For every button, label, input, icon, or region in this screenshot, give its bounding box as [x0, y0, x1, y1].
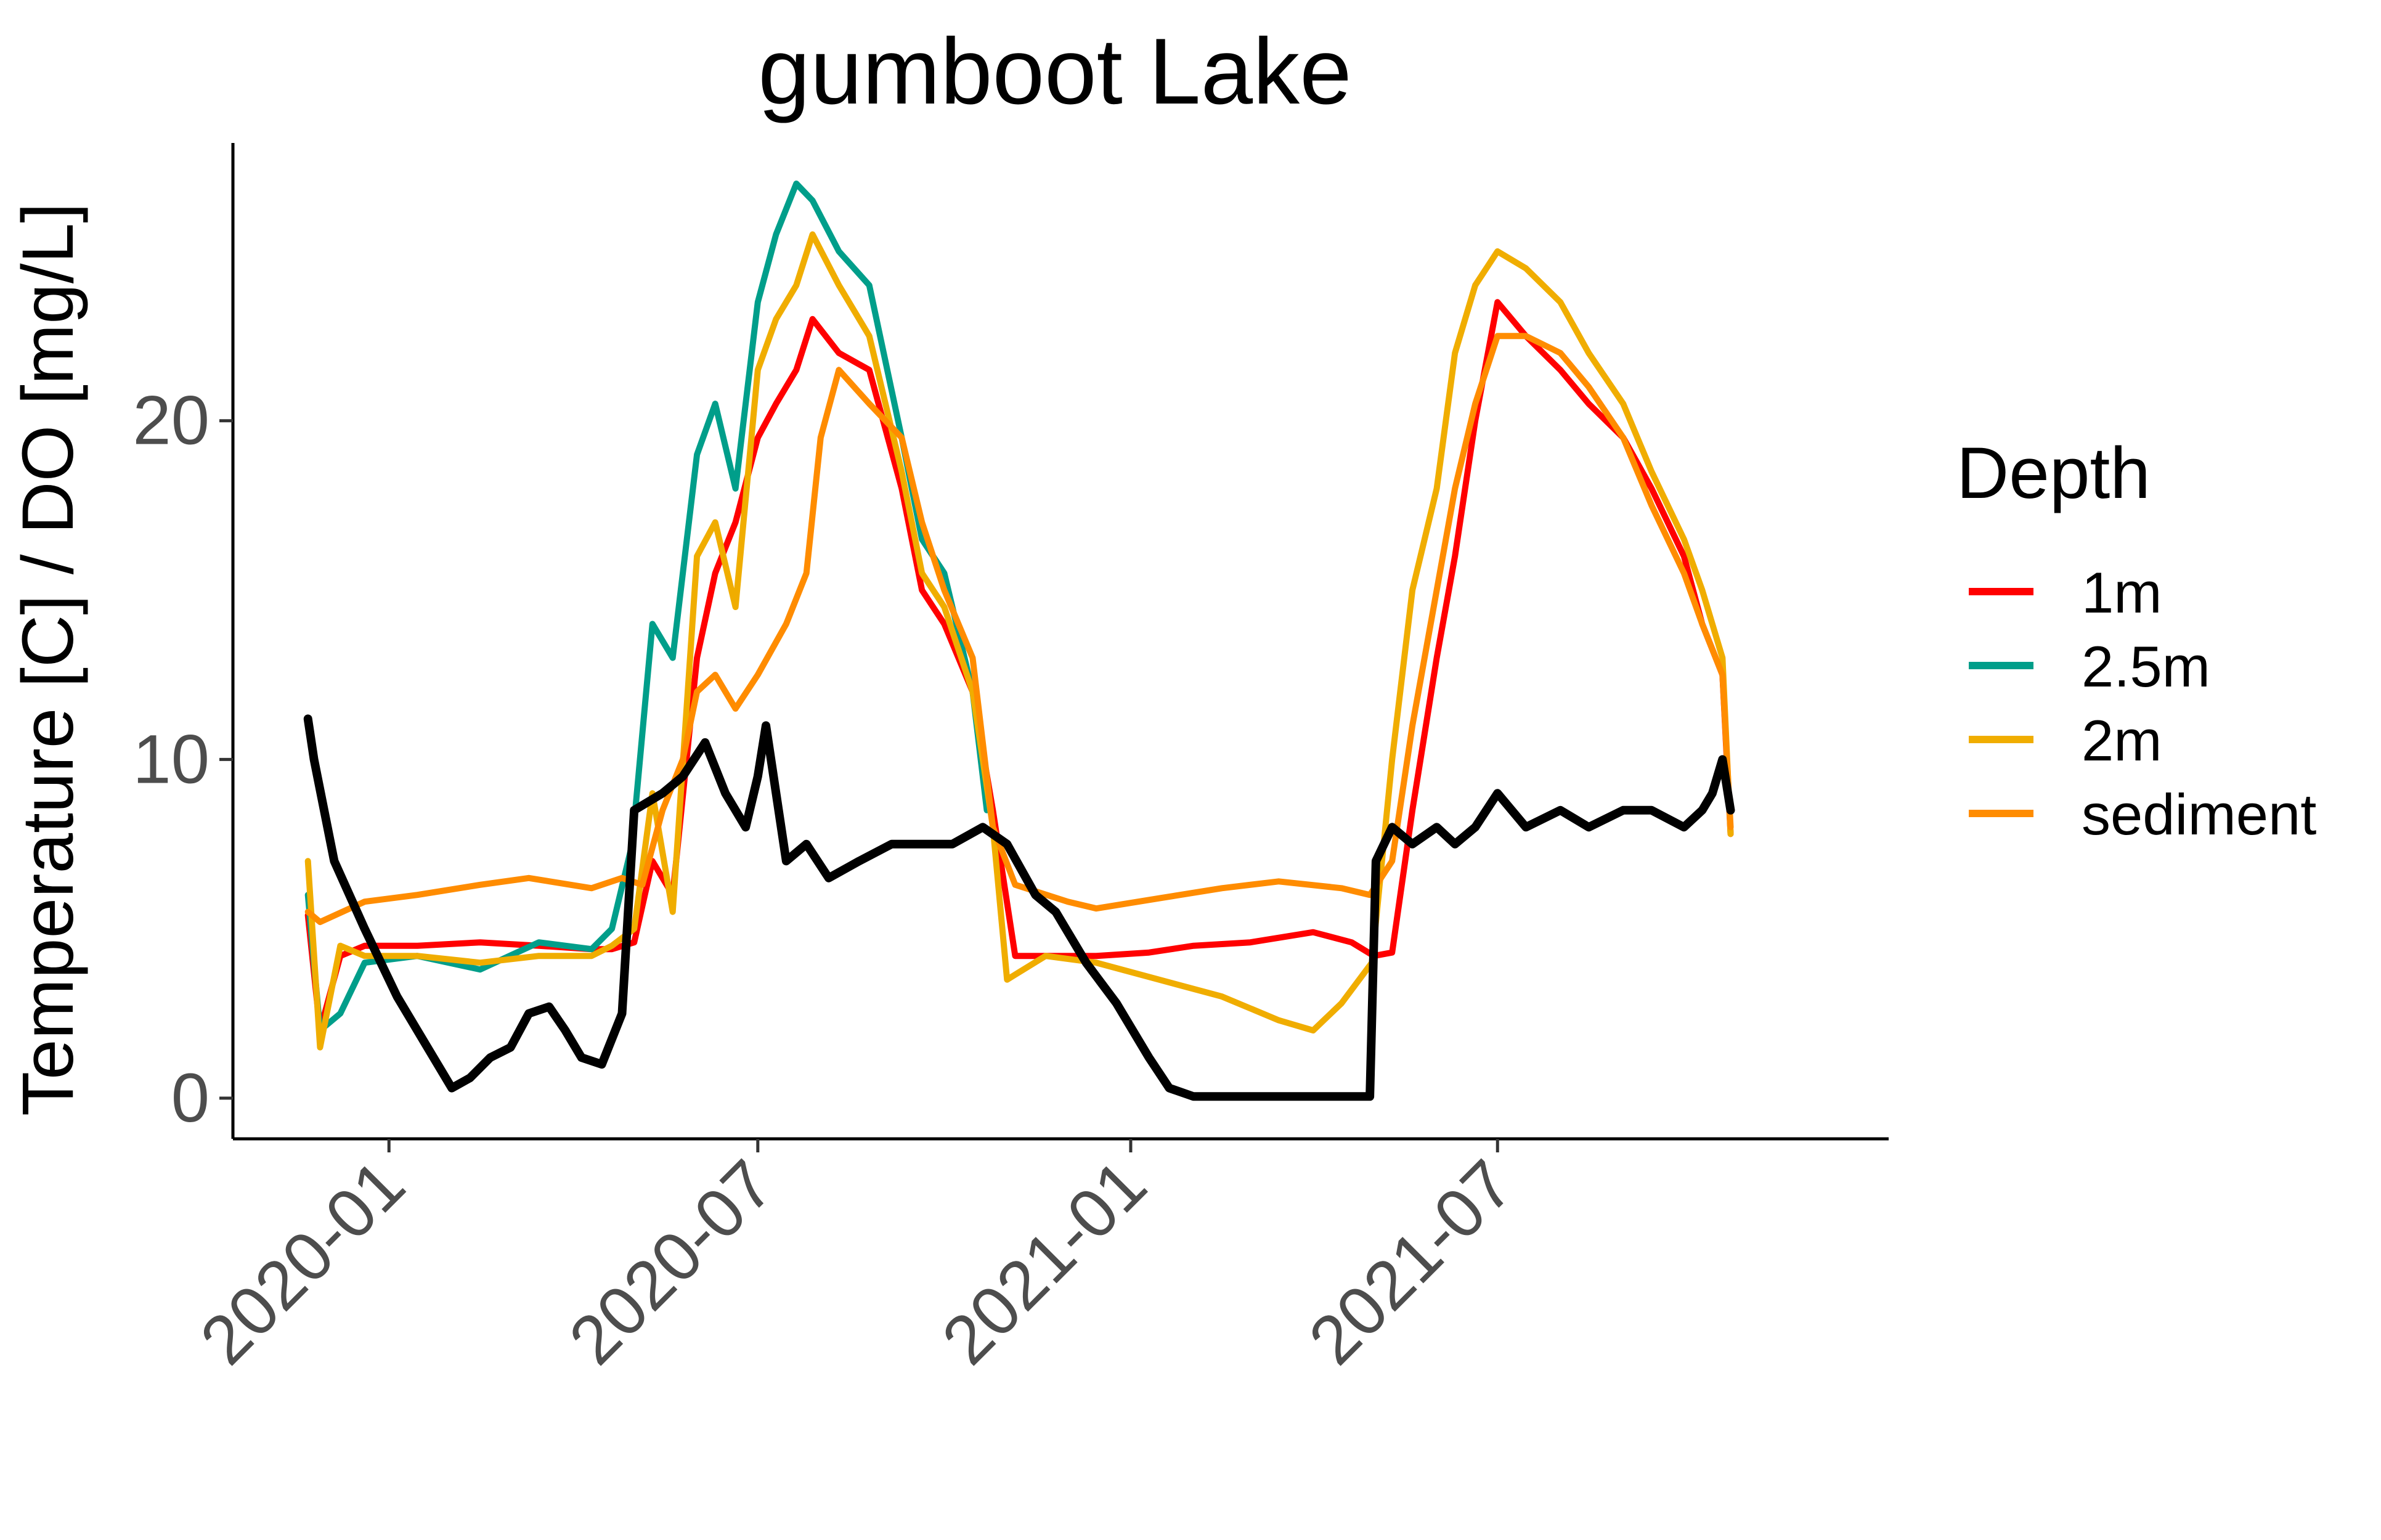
- legend-title: Depth: [1956, 433, 2151, 514]
- legend-label-2m: 2m: [2082, 708, 2162, 773]
- axes: 0 10 20 2020-01 2020-07 2021-01 2021-07: [132, 143, 1889, 1379]
- x-tick-label: 2021-07: [1294, 1146, 1528, 1379]
- x-tick-label: 2020-07: [555, 1146, 788, 1379]
- x-tick-label: 2020-01: [185, 1146, 419, 1379]
- series-layer: [303, 181, 1735, 1101]
- series-line-2m: [304, 231, 1734, 1051]
- legend: Depth 1m 2.5m 2m sediment: [1956, 433, 2316, 847]
- series-line-unlabeled: [303, 714, 1735, 1101]
- y-tick-label: 20: [132, 382, 210, 459]
- legend-label-1m: 1m: [2082, 560, 2162, 625]
- series-line-sediment: [304, 333, 1734, 926]
- legend-label-sediment: sediment: [2082, 782, 2316, 847]
- x-tick-label: 2021-01: [927, 1146, 1161, 1379]
- y-tick-label: 10: [132, 720, 210, 797]
- y-tick-label: 0: [171, 1059, 210, 1136]
- series-line-1m: [304, 299, 1734, 1034]
- series-line-2-5m: [304, 181, 990, 1034]
- legend-label-2-5m: 2.5m: [2082, 634, 2210, 699]
- chart-title: gumboot Lake: [758, 19, 1351, 124]
- y-axis-title: Temperature [C] / DO [mg/L]: [7, 203, 89, 1116]
